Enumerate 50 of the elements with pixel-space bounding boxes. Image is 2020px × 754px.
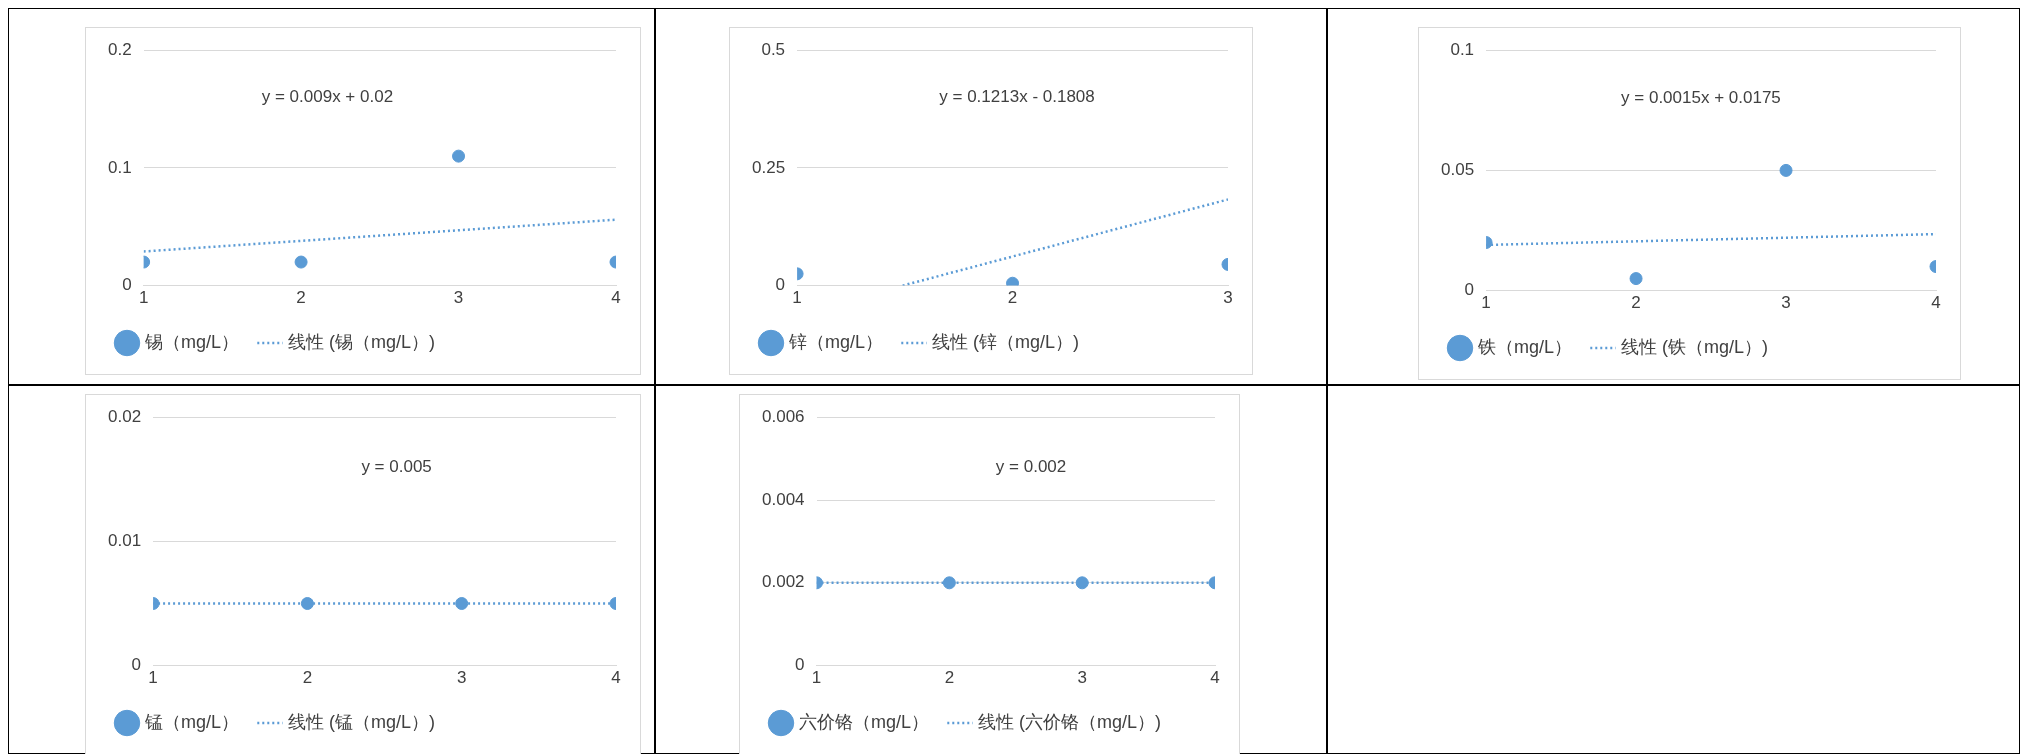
y-tick-label: 0.006 (761, 406, 805, 426)
legend-label: 锌（mg/L） (788, 331, 884, 352)
x-tick-label: 3 (453, 288, 464, 308)
x-tick-label: 2 (302, 668, 313, 688)
annotation: y = 0.009x + 0.02 (261, 86, 394, 106)
x-tick-label: 2 (944, 668, 955, 688)
legend-label: 线性 (锡（mg/L）) (288, 331, 436, 352)
x-tick-label: 1 (1481, 293, 1491, 313)
y-tick-label: 0.05 (1440, 160, 1475, 180)
x-tick-label: 2 (1631, 293, 1641, 313)
y-tick-label: 0 (122, 275, 132, 295)
x-tick-label: 4 (1210, 668, 1220, 688)
y-tick-label: 0.2 (107, 39, 132, 59)
x-tick-label: 1 (792, 288, 802, 308)
legend-label: 锡（mg/L） (144, 331, 240, 352)
x-tick-label: 3 (1077, 668, 1087, 688)
legend-label: 铁（mg/L） (1477, 336, 1573, 357)
y-tick-label: 0.25 (751, 157, 786, 177)
x-tick-label: 1 (148, 668, 158, 688)
legend-label: 线性 (锰（mg/L）) (288, 711, 436, 732)
x-tick-label: 4 (611, 668, 621, 688)
y-tick-label: 0.5 (761, 39, 786, 59)
y-tick-label: 0 (1464, 280, 1475, 300)
legend-label: 线性 (铁（mg/L）) (1621, 336, 1769, 357)
x-tick-label: 1 (811, 668, 822, 688)
x-tick-label: 3 (456, 668, 467, 688)
legend-label: 六价铬（mg/L） (799, 711, 930, 732)
y-tick-label: 0 (131, 655, 142, 675)
y-tick-label: 0.01 (107, 531, 142, 551)
x-tick-label: 3 (1781, 293, 1791, 313)
x-tick-label: 4 (611, 288, 621, 308)
y-tick-label: 0.002 (761, 572, 805, 592)
x-tick-label: 2 (296, 288, 306, 308)
y-tick-label: 0.1 (107, 157, 132, 177)
annotation: y = 0.002 (995, 456, 1067, 476)
annotation: y = 0.005 (361, 456, 432, 476)
x-tick-label: 4 (1931, 293, 1941, 313)
annotation: y = 0.1213x - 0.1808 (939, 86, 1095, 106)
annotation: y = 0.0015x + 0.0175 (1621, 87, 1781, 107)
y-tick-label: 0.02 (107, 406, 142, 426)
y-tick-label: 0.1 (1450, 39, 1475, 59)
legend-label: 线性 (六价铬（mg/L）) (978, 711, 1162, 732)
y-tick-label: 0.004 (761, 489, 805, 509)
y-tick-label: 0 (775, 275, 786, 295)
legend-label: 线性 (锌（mg/L）) (932, 331, 1080, 352)
x-tick-label: 2 (1007, 288, 1018, 308)
x-tick-label: 1 (138, 288, 149, 308)
x-tick-label: 3 (1223, 288, 1233, 308)
legend-label: 锰（mg/L） (144, 711, 240, 732)
y-tick-label: 0 (795, 655, 805, 675)
